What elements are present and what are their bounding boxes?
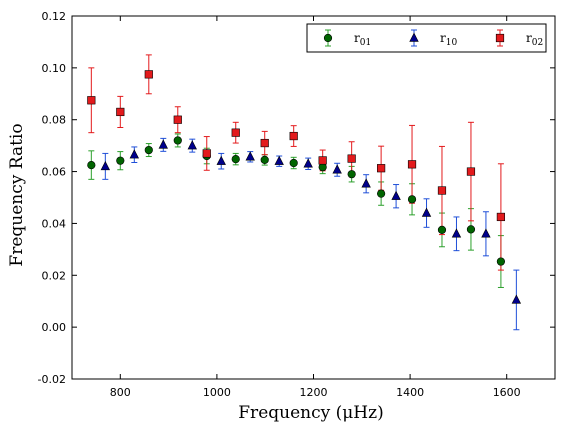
marker-r01 (466, 225, 476, 234)
axis-ticks: 800 1000 1200 1400 1600 -0.02 0.00 0.02 0.04 0.06… (38, 10, 555, 399)
marker-r10 (481, 228, 491, 238)
marker-r02 (116, 107, 125, 117)
marker-r10 (361, 178, 371, 188)
marker-r02 (87, 96, 96, 105)
marker-r10 (391, 190, 401, 200)
legend-label-r02: r02 (526, 31, 543, 48)
marker-r10 (511, 294, 522, 304)
marker-r10 (216, 155, 226, 165)
x-tick-label: 1200 (300, 386, 328, 399)
y-tick-label: 0.00 (42, 321, 67, 334)
legend-box (306, 23, 547, 53)
y-tick-label: 0.06 (42, 166, 67, 179)
marker-r02 (347, 154, 356, 163)
marker-r02 (496, 212, 506, 222)
marker-r01 (407, 195, 417, 204)
marker-r10 (421, 207, 432, 217)
marker-r02 (318, 156, 327, 165)
x-tick-label: 1000 (203, 386, 231, 399)
marker-r10 (303, 158, 313, 168)
marker-r02 (437, 186, 447, 195)
marker-r01 (231, 155, 240, 164)
marker-r10 (158, 139, 168, 149)
y-tick-label: 0.10 (42, 62, 67, 75)
legend-marker-r02 (495, 33, 505, 43)
marker-r02 (377, 164, 386, 173)
y-tick-label: 0.04 (42, 217, 67, 230)
legend-marker-r10 (409, 32, 419, 42)
marker-r01 (347, 170, 356, 179)
marker-r01 (437, 225, 447, 235)
y-tick-label: -0.02 (38, 373, 66, 386)
marker-r01 (116, 156, 125, 165)
plot-frame (71, 15, 556, 380)
marker-r01 (173, 136, 182, 145)
marker-r10 (274, 155, 284, 165)
x-tick-label: 1400 (396, 386, 424, 399)
marker-r02 (260, 138, 269, 148)
marker-r02 (202, 149, 211, 158)
marker-r10 (245, 151, 255, 161)
marker-r10 (332, 164, 342, 174)
marker-r01 (260, 155, 269, 165)
marker-r01 (289, 158, 298, 168)
data-markers (87, 70, 522, 304)
marker-r01 (144, 145, 153, 155)
marker-r02 (466, 167, 476, 176)
marker-r01 (377, 189, 386, 198)
marker-r10 (100, 160, 111, 171)
y-tick-label: 0.08 (42, 114, 67, 127)
marker-r10 (187, 140, 197, 150)
marker-r01 (87, 160, 96, 170)
legend-marker-r01 (323, 33, 333, 43)
y-axis-label: Frequency Ratio (7, 123, 27, 266)
y-tick-label: 0.02 (42, 269, 67, 282)
marker-r10 (451, 228, 462, 238)
x-tick-label: 800 (110, 386, 131, 399)
marker-r02 (231, 128, 240, 137)
marker-r02 (173, 115, 182, 124)
marker-r02 (407, 160, 417, 169)
legend-label-r10: r10 (440, 31, 457, 48)
legend-label-r01: r01 (354, 31, 371, 48)
x-tick-label: 1600 (493, 386, 521, 399)
marker-r10 (129, 149, 139, 159)
legend: r01 r10 r02 (306, 23, 547, 53)
marker-r01 (496, 257, 506, 266)
x-axis-label: Frequency (μHz) (238, 403, 383, 423)
marker-r02 (144, 70, 153, 79)
y-tick-label: 0.12 (42, 10, 67, 23)
marker-r02 (289, 131, 298, 141)
